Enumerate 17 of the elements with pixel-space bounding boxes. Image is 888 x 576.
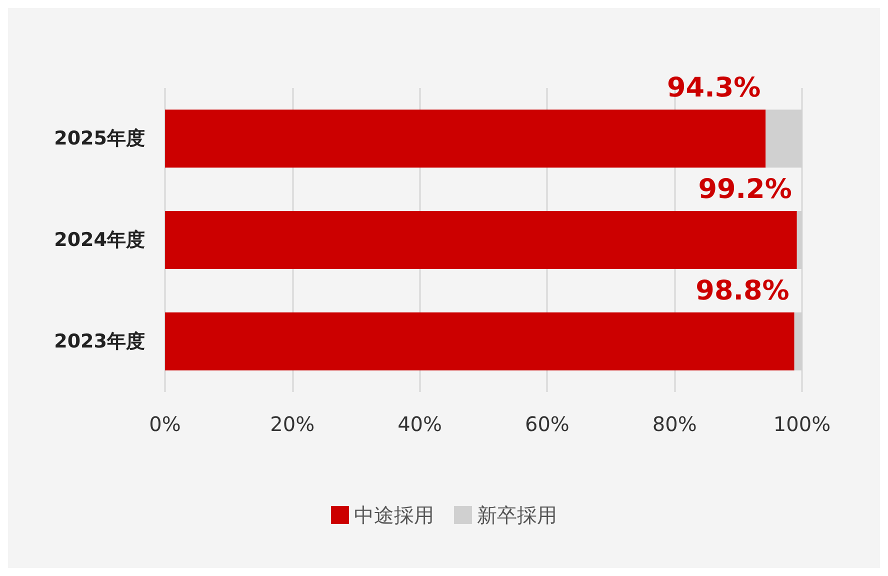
x-tick-label: 60% — [524, 412, 570, 436]
x-tick-label: 80% — [652, 412, 697, 436]
x-tick-label: 100% — [773, 412, 831, 436]
y-tick-label: 2023年度 — [54, 330, 145, 352]
y-tick-label: 2024年度 — [54, 229, 145, 251]
bar — [165, 211, 797, 269]
x-tick-label: 20% — [270, 412, 315, 436]
data-label: 98.8% — [696, 275, 790, 306]
legend-label: 中途採用 — [354, 503, 434, 527]
data-label: 99.2% — [698, 174, 792, 205]
data-label: 94.3% — [667, 72, 761, 104]
bar — [165, 110, 766, 168]
x-tick-label: 40% — [398, 412, 442, 436]
y-tick-label: 2025年度 — [54, 128, 145, 150]
bar — [165, 312, 794, 370]
x-tick-label: 0% — [149, 412, 181, 436]
legend-label: 新卒採用 — [477, 503, 557, 527]
